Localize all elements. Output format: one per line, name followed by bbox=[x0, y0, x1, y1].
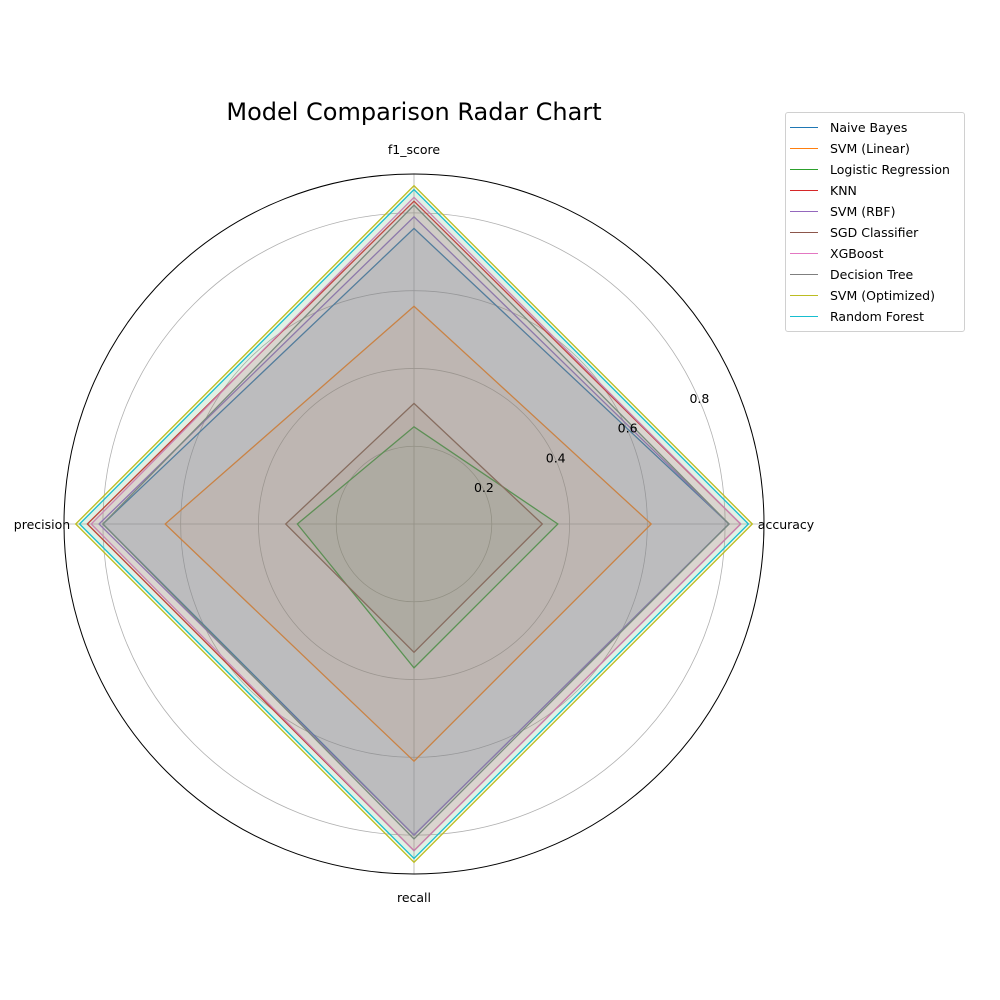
series-fill-5 bbox=[285, 403, 543, 653]
legend-item: SVM (RBF) bbox=[786, 201, 964, 222]
radar-series bbox=[74, 184, 754, 864]
legend-label: Random Forest bbox=[830, 309, 925, 324]
series-fill-4 bbox=[99, 216, 729, 836]
legend-item: KNN bbox=[786, 180, 964, 201]
series-line-4 bbox=[98, 215, 730, 837]
legend-swatch bbox=[790, 127, 818, 128]
axis-labels: accuracy f1_score precision recall bbox=[14, 142, 815, 905]
series-line-2 bbox=[296, 425, 559, 669]
axis-label-accuracy: accuracy bbox=[758, 517, 815, 532]
legend-swatch bbox=[790, 148, 818, 149]
legend-swatch bbox=[790, 232, 818, 233]
series-line-5 bbox=[284, 402, 544, 654]
legend-swatch bbox=[790, 316, 818, 317]
legend-item: SGD Classifier bbox=[786, 222, 964, 243]
legend-swatch bbox=[790, 190, 818, 191]
series-line-6 bbox=[90, 196, 742, 852]
legend-label: XGBoost bbox=[830, 246, 884, 261]
series-fill-9 bbox=[79, 189, 749, 859]
outer-frame bbox=[63, 173, 765, 875]
series-line-8 bbox=[74, 184, 754, 864]
axis-label-f1_score: f1_score bbox=[388, 142, 441, 157]
tick-label-3: 0.8 bbox=[689, 391, 709, 406]
legend: Naive Bayes SVM (Linear) Logistic Regressi… bbox=[785, 112, 965, 332]
legend-label: SVM (Optimized) bbox=[830, 288, 935, 303]
legend-item: XGBoost bbox=[786, 243, 964, 264]
series-fill-2 bbox=[297, 426, 558, 668]
legend-label: SVM (RBF) bbox=[830, 204, 896, 219]
series-line-9 bbox=[78, 188, 750, 860]
legend-item: Random Forest bbox=[786, 306, 964, 327]
axis-label-recall: recall bbox=[397, 890, 431, 905]
legend-label: SVM (Linear) bbox=[830, 141, 910, 156]
legend-item: Naive Bayes bbox=[786, 117, 964, 138]
series-fill-3 bbox=[87, 201, 741, 851]
legend-label: SGD Classifier bbox=[830, 225, 919, 240]
legend-label: Decision Tree bbox=[830, 267, 914, 282]
legend-label: Logistic Regression bbox=[830, 162, 950, 177]
radar-grid bbox=[63, 173, 765, 875]
legend-swatch bbox=[790, 295, 818, 296]
legend-label: KNN bbox=[830, 183, 857, 198]
axis-label-precision: precision bbox=[14, 517, 70, 532]
tick-label-2: 0.6 bbox=[618, 421, 638, 436]
legend-item: Logistic Regression bbox=[786, 159, 964, 180]
radial-tick-labels: 0.2 0.4 0.6 0.8 bbox=[474, 391, 709, 495]
legend-swatch bbox=[790, 169, 818, 170]
series-fill-0 bbox=[102, 228, 729, 836]
legend-swatch bbox=[790, 253, 818, 254]
chart-title: Model Comparison Radar Chart bbox=[226, 98, 601, 126]
legend-swatch bbox=[790, 211, 818, 212]
series-fill-6 bbox=[91, 197, 741, 851]
legend-item: SVM (Optimized) bbox=[786, 285, 964, 306]
legend-item: Decision Tree bbox=[786, 264, 964, 285]
series-line-7 bbox=[101, 204, 730, 840]
series-line-1 bbox=[164, 305, 653, 763]
legend-label: Naive Bayes bbox=[830, 120, 908, 135]
legend-swatch bbox=[790, 274, 818, 275]
legend-item: SVM (Linear) bbox=[786, 138, 964, 159]
series-fill-1 bbox=[165, 306, 652, 762]
tick-label-0: 0.2 bbox=[474, 480, 494, 495]
tick-label-1: 0.4 bbox=[546, 451, 566, 466]
